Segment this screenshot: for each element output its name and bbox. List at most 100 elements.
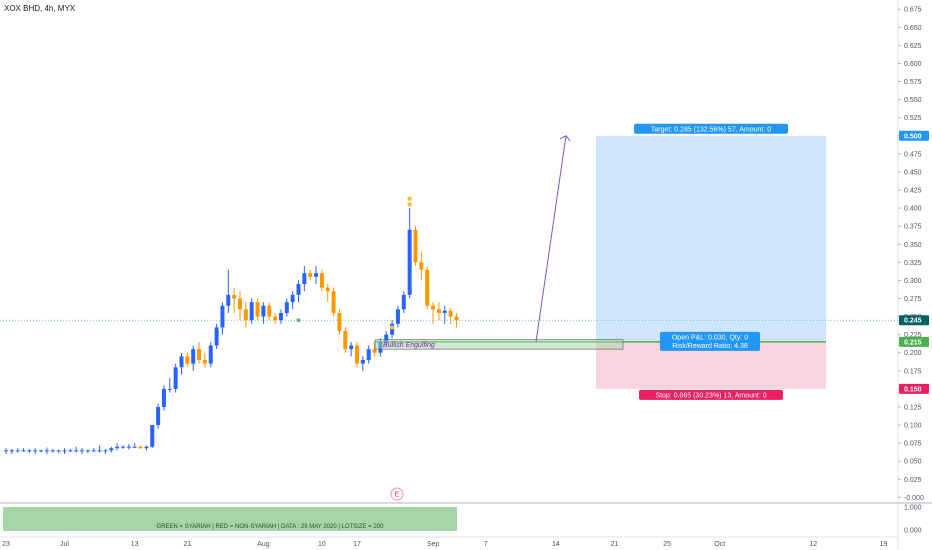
candle-body <box>436 309 441 313</box>
candle-body <box>97 450 102 452</box>
indicator-text: GREEN = SYARIAH | RED = NON-SYARIAH | DA… <box>157 524 385 530</box>
candle-body <box>407 229 412 295</box>
pattern-dot <box>407 196 412 201</box>
candle-body <box>372 349 377 353</box>
y-tick-label: 0.175 <box>904 368 922 375</box>
candle-body <box>355 345 359 364</box>
candle-body <box>419 262 424 270</box>
pattern-dot <box>296 318 301 323</box>
candle-body <box>126 446 131 448</box>
candle-body <box>284 302 289 313</box>
candle-body <box>214 327 219 346</box>
symbol-title[interactable]: XOX BHD, 4h, MYX <box>4 4 76 13</box>
y-tick-label: 0.200 <box>904 350 922 357</box>
candle-body <box>349 345 354 350</box>
y-tick-label: 0.625 <box>904 43 922 50</box>
projection-arrow <box>535 135 567 342</box>
candle-body <box>296 284 301 295</box>
candle-body <box>109 448 114 451</box>
candle-body <box>243 309 248 321</box>
y-tick-label: 0.375 <box>904 224 922 231</box>
candle-body <box>156 406 161 426</box>
candle-body <box>337 312 342 332</box>
position-zones <box>375 135 826 389</box>
x-tick-label: 17 <box>353 541 361 548</box>
pnl-text: Open P&L: 0.030, Qty: 0 <box>672 334 748 341</box>
candle-body <box>267 305 272 317</box>
y-tick-label: 0.525 <box>904 115 922 122</box>
candle-body <box>80 450 85 452</box>
entry-axis-label <box>899 336 929 347</box>
candle-body <box>44 450 49 452</box>
candle-body <box>91 450 96 452</box>
y-tick-label: -0.000 <box>904 495 924 502</box>
bullish-engulfing-label: Bullish Engulfing <box>383 342 435 349</box>
target-badge <box>634 123 788 134</box>
y-tick-label: 0.475 <box>904 151 922 158</box>
y-tick-label: 0.225 <box>904 332 922 339</box>
pattern-dot <box>390 325 395 330</box>
current-price-label <box>899 315 929 326</box>
y-tick-label: 0.100 <box>904 423 922 430</box>
target-axis-label <box>899 130 929 141</box>
candle-body <box>161 388 166 407</box>
candle-body <box>185 356 190 364</box>
y-tick-label: 0.025 <box>904 477 922 484</box>
y-tick-label: 0.325 <box>904 260 922 267</box>
x-tick-label: Aug <box>257 541 270 548</box>
candle-body <box>238 298 242 310</box>
indicator-y-tick: 0.000 <box>904 528 922 535</box>
price-axis[interactable]: 0.675 0.650 0.625 0.600 0.575 0.550 0.525 0.500… <box>897 0 929 550</box>
candle-body <box>273 316 278 321</box>
candle-body <box>33 450 38 452</box>
candle-body <box>220 305 225 328</box>
candle-body <box>15 450 20 452</box>
candle-body <box>9 450 14 452</box>
candle-body <box>85 450 90 452</box>
entry-axis-label-text: 0.215 <box>904 339 922 346</box>
y-tick-label: 0.075 <box>904 441 922 448</box>
candle-body <box>314 273 319 277</box>
candle-body <box>249 302 254 321</box>
stop-text: Stop: 0.065 (30.23%) 13, Amount: 0 <box>655 392 766 399</box>
candle-body <box>448 310 453 317</box>
indicator-y-tick: 1.000 <box>904 505 922 512</box>
x-tick-label: 10 <box>318 541 326 548</box>
x-tick-label: Oct <box>714 541 725 548</box>
candle-body <box>50 450 55 452</box>
x-tick-label: 21 <box>183 541 191 548</box>
candle-body <box>395 309 400 324</box>
y-tick-label: 0.350 <box>904 242 922 249</box>
candle-body <box>425 269 430 306</box>
y-tick-label: 0.675 <box>904 7 922 14</box>
candle-body <box>343 331 348 350</box>
y-tick-label: 0.275 <box>904 296 922 303</box>
candle-body <box>290 294 295 303</box>
candle-body <box>62 450 67 452</box>
candle-body <box>302 273 307 285</box>
candle-body <box>150 425 155 447</box>
x-tick-label: Sep <box>427 541 440 548</box>
candle-body <box>255 302 260 317</box>
candle-body <box>442 310 447 313</box>
candle-body <box>144 446 149 449</box>
candle-body <box>308 273 313 277</box>
candle-body <box>413 229 418 263</box>
candle-body <box>138 446 143 449</box>
y-tick-label: 0.125 <box>904 404 922 411</box>
candles-layer <box>4 208 459 454</box>
candle-body <box>226 294 231 306</box>
time-axis[interactable]: 23 Jul 13 21 Aug 10 17 Sep 7 14 21 25 Oct 12 19 <box>0 536 898 548</box>
y-tick-label: 0.575 <box>904 79 922 86</box>
candle-body <box>4 450 8 452</box>
candle-body <box>179 356 184 368</box>
candle-body <box>384 334 389 342</box>
candle-body <box>132 446 137 448</box>
candle-body <box>261 305 266 317</box>
x-tick-label: 14 <box>552 541 560 548</box>
indicator-bar <box>3 507 457 531</box>
pattern-dot <box>407 202 412 207</box>
stop-axis-label-text: 0.150 <box>904 386 922 393</box>
bullish-engulfing-box <box>374 339 624 350</box>
